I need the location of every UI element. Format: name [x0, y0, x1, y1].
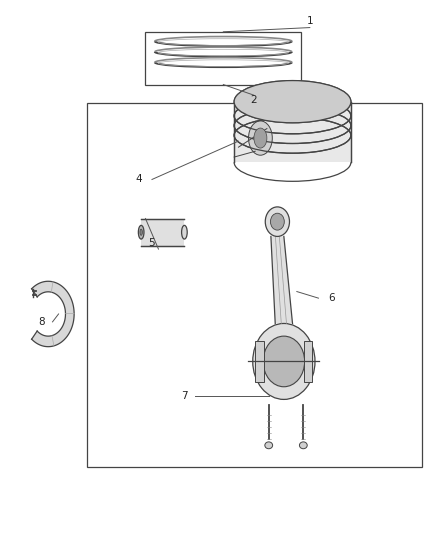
Polygon shape	[234, 102, 351, 163]
Ellipse shape	[248, 121, 272, 155]
Text: 6: 6	[328, 293, 335, 303]
Bar	[145, 32, 301, 85]
Ellipse shape	[265, 442, 272, 449]
Text: 8: 8	[39, 317, 45, 327]
Ellipse shape	[234, 80, 351, 123]
Ellipse shape	[234, 80, 351, 123]
Text: 5: 5	[148, 238, 155, 248]
Bar	[255, 361, 264, 382]
Text: 4: 4	[136, 174, 142, 184]
Ellipse shape	[253, 324, 315, 399]
Text: 7: 7	[181, 391, 188, 401]
Polygon shape	[271, 237, 293, 324]
Ellipse shape	[182, 225, 187, 239]
Ellipse shape	[265, 207, 290, 237]
Bar	[304, 341, 312, 361]
Ellipse shape	[138, 225, 144, 239]
Ellipse shape	[254, 128, 267, 148]
Bar	[87, 103, 422, 467]
Ellipse shape	[263, 336, 304, 387]
Ellipse shape	[140, 229, 142, 235]
Ellipse shape	[300, 442, 307, 449]
Ellipse shape	[270, 213, 284, 230]
Bar	[304, 361, 312, 382]
Bar	[141, 219, 184, 246]
Text: 1: 1	[307, 16, 313, 26]
Bar	[255, 341, 264, 361]
Polygon shape	[32, 281, 74, 346]
Text: 2: 2	[250, 95, 257, 106]
